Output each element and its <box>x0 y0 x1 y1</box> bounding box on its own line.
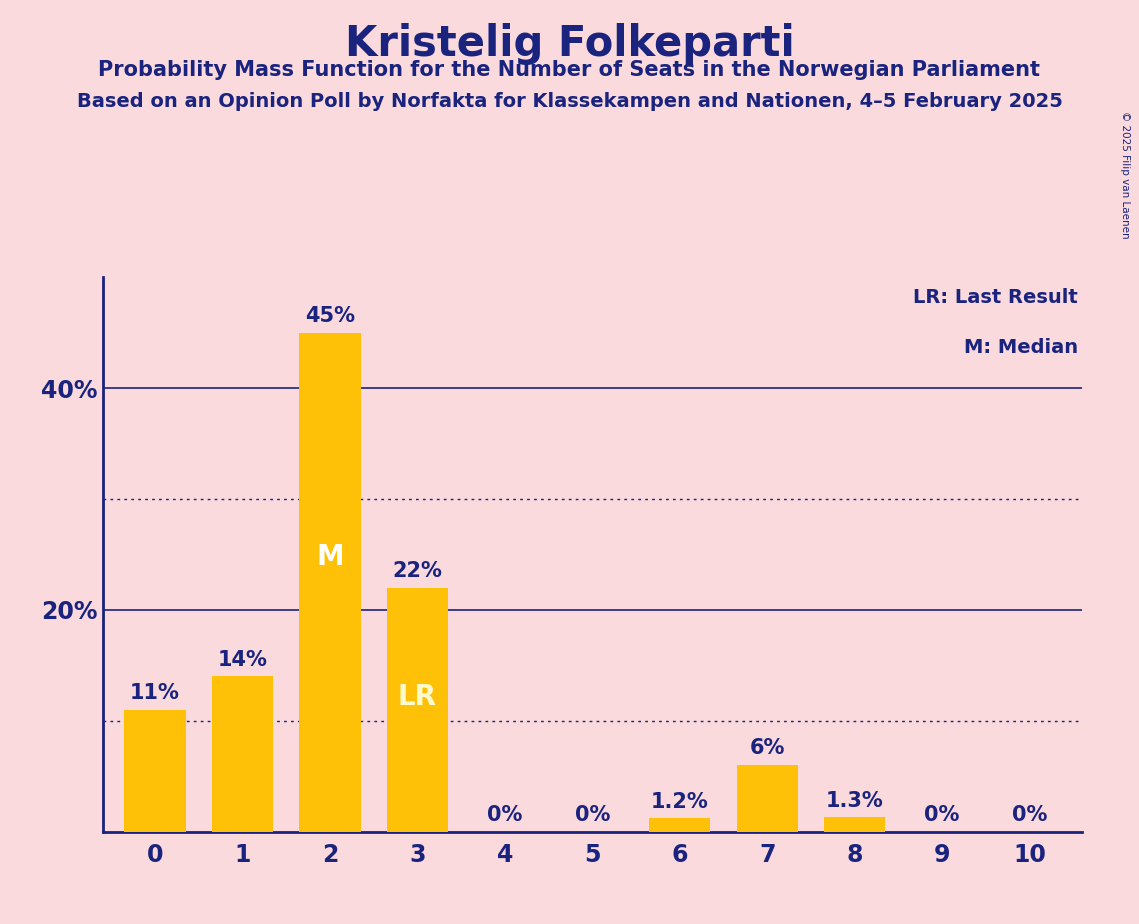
Text: 0%: 0% <box>1011 805 1047 825</box>
Text: 1.3%: 1.3% <box>826 791 884 810</box>
Text: 11%: 11% <box>130 683 180 703</box>
Text: 1.2%: 1.2% <box>650 792 708 811</box>
Text: LR: LR <box>398 684 437 711</box>
Bar <box>300 333 361 832</box>
Bar <box>387 588 448 832</box>
Text: 14%: 14% <box>218 650 268 670</box>
Text: 0%: 0% <box>925 805 960 825</box>
Bar <box>737 765 797 832</box>
Text: 6%: 6% <box>749 738 785 759</box>
Text: LR: Last Result: LR: Last Result <box>913 288 1077 308</box>
Text: 45%: 45% <box>305 306 355 326</box>
Bar <box>124 710 186 832</box>
Bar <box>212 676 273 832</box>
Text: M: M <box>317 543 344 571</box>
Text: © 2025 Filip van Laenen: © 2025 Filip van Laenen <box>1121 111 1130 238</box>
Text: Probability Mass Function for the Number of Seats in the Norwegian Parliament: Probability Mass Function for the Number… <box>98 60 1041 80</box>
Bar <box>649 819 711 832</box>
Text: Based on an Opinion Poll by Norfakta for Klassekampen and Nationen, 4–5 February: Based on an Opinion Poll by Norfakta for… <box>76 92 1063 112</box>
Text: M: Median: M: Median <box>964 338 1077 358</box>
Text: 22%: 22% <box>393 561 442 581</box>
Text: Kristelig Folkeparti: Kristelig Folkeparti <box>345 23 794 65</box>
Text: 0%: 0% <box>487 805 523 825</box>
Bar <box>823 817 885 832</box>
Text: 0%: 0% <box>574 805 611 825</box>
